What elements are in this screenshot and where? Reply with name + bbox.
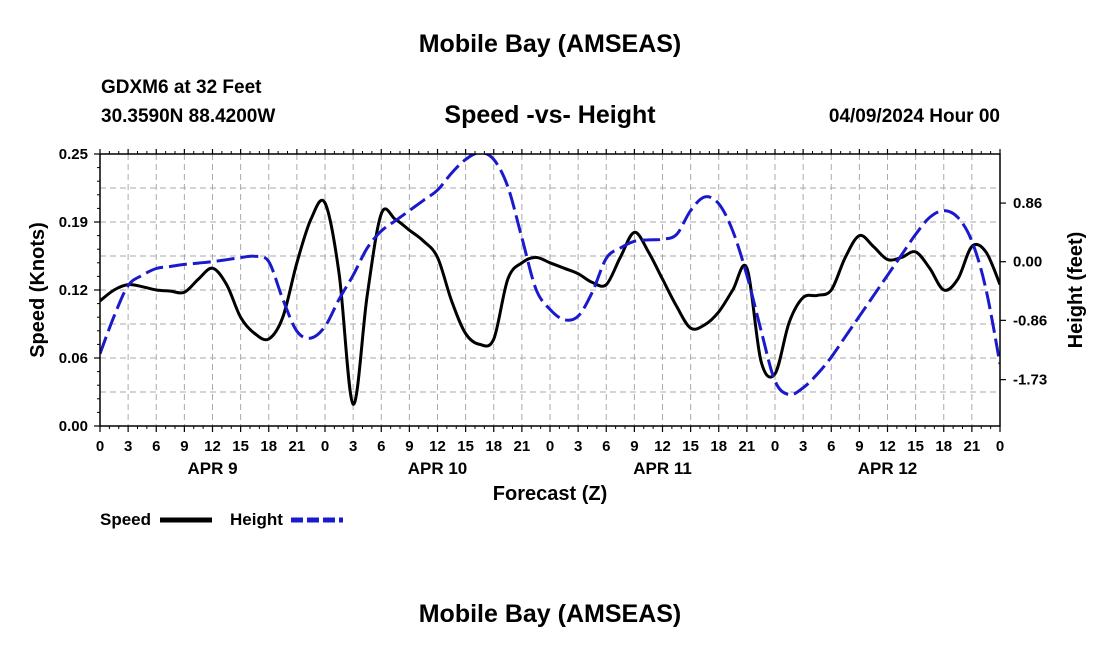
x-tick-label: 21 xyxy=(514,438,531,455)
x-tick-label: 0 xyxy=(996,438,1004,455)
x-tick-label: 3 xyxy=(799,438,807,455)
y2-tick-label: -1.73 xyxy=(1013,372,1047,389)
x-tick-label: 9 xyxy=(180,438,188,455)
x-tick-label: 18 xyxy=(485,438,502,455)
x-tick-label: 9 xyxy=(630,438,638,455)
chart-subtitle: Speed -vs- Height xyxy=(444,101,656,129)
x-tick-label: 21 xyxy=(964,438,981,455)
day-label: APR 11 xyxy=(633,459,692,478)
x-tick-label: 3 xyxy=(574,438,582,455)
x-tick-label: 9 xyxy=(855,438,863,455)
day-label: APR 10 xyxy=(408,459,468,478)
x-tick-label: 0 xyxy=(96,438,104,455)
legend-speed-label: Speed xyxy=(100,510,151,529)
x-tick-label: 3 xyxy=(124,438,132,455)
height-series-line xyxy=(100,154,1000,397)
y2-axis-label: Height (feet) xyxy=(1065,232,1087,349)
x-tick-label: 9 xyxy=(405,438,413,455)
x-tick-label: 18 xyxy=(260,438,277,455)
x-tick-label: 15 xyxy=(907,438,924,455)
y2-tick-label: 0.00 xyxy=(1013,254,1042,271)
x-tick-label: 0 xyxy=(771,438,779,455)
x-tick-label: 18 xyxy=(935,438,952,455)
y-axis-label: Speed (Knots) xyxy=(27,222,49,358)
x-tick-label: 0 xyxy=(546,438,554,455)
x-tick-label: 15 xyxy=(682,438,699,455)
x-tick-label: 21 xyxy=(739,438,756,455)
legend: Speed Height xyxy=(100,510,343,529)
station-coordinates: 30.3590N 88.4200W xyxy=(101,106,276,127)
run-time-label: 04/09/2024 Hour 00 xyxy=(828,106,1000,127)
series-layer xyxy=(100,154,1000,406)
x-tick-label: 12 xyxy=(654,438,671,455)
x-tick-label: 12 xyxy=(204,438,221,455)
x-tick-label: 18 xyxy=(710,438,727,455)
station-label: GDXM6 at 32 Feet xyxy=(101,77,262,98)
axis-ticks: 0 3 6 9 12 15 18 21 0 3 6 9 12 15 18 21 0 3 6 9 12 15 18 21 0 3 6 9… xyxy=(59,146,1047,478)
x-axis-label: Forecast (Z) xyxy=(493,483,607,505)
day-label: APR 9 xyxy=(187,459,237,478)
legend-height-label: Height xyxy=(230,510,283,529)
grid-lines xyxy=(99,153,1001,427)
chart-title: Mobile Bay (AMSEAS) xyxy=(418,30,682,58)
bottom-chart-title: Mobile Bay (AMSEAS) xyxy=(418,600,682,628)
y-tick-label: 0.12 xyxy=(59,282,88,299)
day-label: APR 12 xyxy=(858,459,918,478)
y-tick-label: 0.19 xyxy=(59,214,88,231)
x-tick-label: 0 xyxy=(321,438,329,455)
x-tick-label: 21 xyxy=(289,438,306,455)
y-tick-label: 0.00 xyxy=(59,418,88,435)
y-tick-label: 0.25 xyxy=(59,146,88,163)
x-tick-label: 6 xyxy=(377,438,385,455)
x-tick-label: 15 xyxy=(457,438,474,455)
x-tick-label: 15 xyxy=(232,438,249,455)
x-tick-label: 6 xyxy=(827,438,835,455)
x-tick-label: 12 xyxy=(429,438,446,455)
x-tick-label: 12 xyxy=(879,438,896,455)
y2-tick-label: 0.86 xyxy=(1013,195,1042,212)
x-tick-label: 3 xyxy=(349,438,357,455)
x-tick-label: 6 xyxy=(152,438,160,455)
x-tick-label: 6 xyxy=(602,438,610,455)
speed-series-line xyxy=(100,198,1000,406)
y2-tick-label: -0.86 xyxy=(1013,312,1047,329)
y-tick-label: 0.06 xyxy=(59,350,88,367)
